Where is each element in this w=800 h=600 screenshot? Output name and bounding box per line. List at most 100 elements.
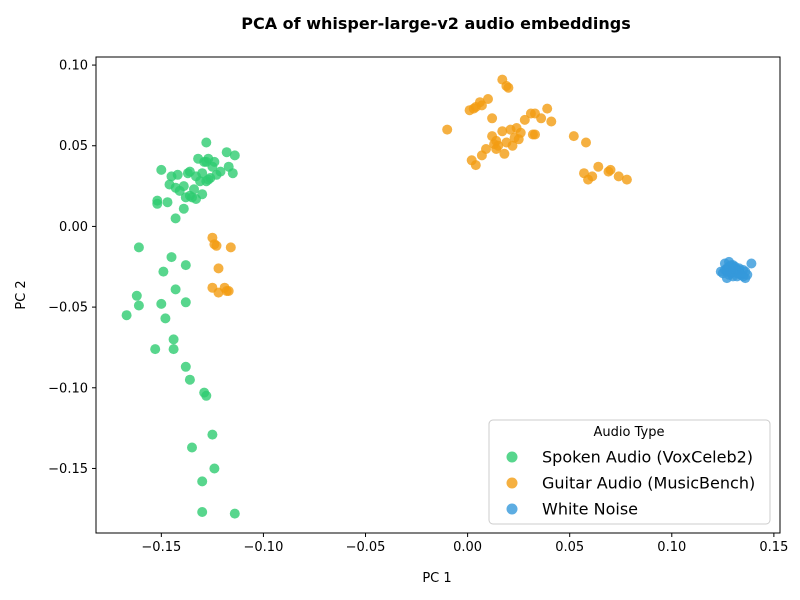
legend-marker xyxy=(506,503,518,515)
data-point xyxy=(476,150,487,161)
x-tick-label: −0.15 xyxy=(141,540,181,555)
data-point xyxy=(197,507,208,517)
legend-label: White Noise xyxy=(542,500,638,519)
data-point xyxy=(621,174,632,185)
y-tick-label: 0.10 xyxy=(59,59,88,74)
data-point xyxy=(131,290,142,301)
x-tick-label: 0.10 xyxy=(657,540,686,555)
data-point xyxy=(536,113,547,124)
data-point xyxy=(180,260,191,271)
data-point xyxy=(497,126,508,137)
legend-label: Guitar Audio (MusicBench) xyxy=(542,474,755,493)
legend-marker xyxy=(506,451,518,463)
legend-box xyxy=(488,419,771,525)
data-point xyxy=(203,174,214,185)
data-point xyxy=(227,168,238,179)
data-point xyxy=(221,286,232,296)
data-point xyxy=(213,263,224,274)
series-1 xyxy=(207,74,632,298)
data-point xyxy=(581,137,591,148)
data-point xyxy=(207,161,218,172)
data-point xyxy=(229,150,240,161)
plot-area xyxy=(121,74,757,519)
x-axis: −0.15 −0.10 −0.05 0.00 0.05 0.10 0.15 xyxy=(141,533,788,555)
data-point xyxy=(184,374,195,385)
data-point xyxy=(593,161,604,172)
legend-label: Spoken Audio (VoxCeleb2) xyxy=(542,448,753,467)
data-point xyxy=(721,273,732,284)
data-point xyxy=(170,213,181,224)
data-point xyxy=(519,114,530,125)
x-axis-label: PC 1 xyxy=(422,571,451,586)
data-point xyxy=(503,82,514,93)
data-point xyxy=(483,94,493,104)
data-point xyxy=(487,113,498,124)
data-point xyxy=(172,169,183,180)
data-point xyxy=(168,344,179,355)
data-point xyxy=(476,100,487,111)
chart-title: PCA of whisper-large-v2 audio embeddings xyxy=(241,14,630,33)
data-point xyxy=(166,252,177,263)
data-point xyxy=(207,429,218,440)
data-point xyxy=(164,179,175,190)
data-point xyxy=(201,137,212,148)
data-point xyxy=(152,195,163,206)
y-tick-label: −0.15 xyxy=(48,462,88,477)
y-axis: −0.15 −0.10 −0.05 0.00 0.05 0.10 xyxy=(48,59,96,477)
data-point xyxy=(201,390,212,401)
data-point xyxy=(442,124,453,135)
data-point xyxy=(133,242,144,253)
data-point xyxy=(197,476,208,487)
data-point xyxy=(583,174,594,185)
data-point xyxy=(470,160,481,171)
data-point xyxy=(728,263,738,274)
data-point xyxy=(178,203,189,214)
data-point xyxy=(499,148,510,159)
data-point xyxy=(209,463,220,474)
data-point xyxy=(211,169,222,180)
data-point xyxy=(746,258,757,269)
x-tick-label: −0.10 xyxy=(244,540,284,555)
series-0 xyxy=(121,137,240,519)
data-point xyxy=(542,103,553,114)
data-point xyxy=(180,361,191,372)
data-point xyxy=(180,297,191,308)
y-tick-label: 0.05 xyxy=(59,139,88,154)
data-point xyxy=(546,116,557,127)
x-tick-label: 0.00 xyxy=(453,540,482,555)
data-point xyxy=(150,344,161,355)
data-point xyxy=(491,144,502,154)
data-point xyxy=(513,134,524,145)
data-point xyxy=(162,197,173,208)
data-point xyxy=(197,168,208,179)
data-point xyxy=(168,334,179,345)
series-2 xyxy=(715,256,757,284)
data-point xyxy=(170,284,181,295)
data-point xyxy=(225,242,236,253)
data-point xyxy=(613,171,624,182)
data-point xyxy=(221,147,232,158)
y-tick-label: −0.05 xyxy=(48,301,88,316)
x-tick-label: 0.15 xyxy=(759,540,788,555)
data-point xyxy=(174,185,185,196)
y-axis-label: PC 2 xyxy=(14,280,29,309)
y-tick-label: −0.10 xyxy=(48,381,88,396)
data-point xyxy=(605,164,616,175)
data-point xyxy=(229,508,240,519)
data-point xyxy=(530,129,540,140)
data-point xyxy=(187,442,197,453)
data-point xyxy=(121,310,132,321)
data-point xyxy=(211,240,222,251)
x-tick-label: 0.05 xyxy=(555,540,584,555)
data-point xyxy=(184,166,195,177)
data-point xyxy=(191,194,201,204)
data-point xyxy=(568,131,579,142)
data-point xyxy=(507,140,518,151)
data-point xyxy=(156,298,167,309)
data-point xyxy=(133,300,144,311)
data-point xyxy=(468,103,479,114)
data-point xyxy=(505,124,516,135)
plot-frame xyxy=(95,56,781,534)
data-point xyxy=(738,271,749,282)
data-point xyxy=(160,313,171,324)
